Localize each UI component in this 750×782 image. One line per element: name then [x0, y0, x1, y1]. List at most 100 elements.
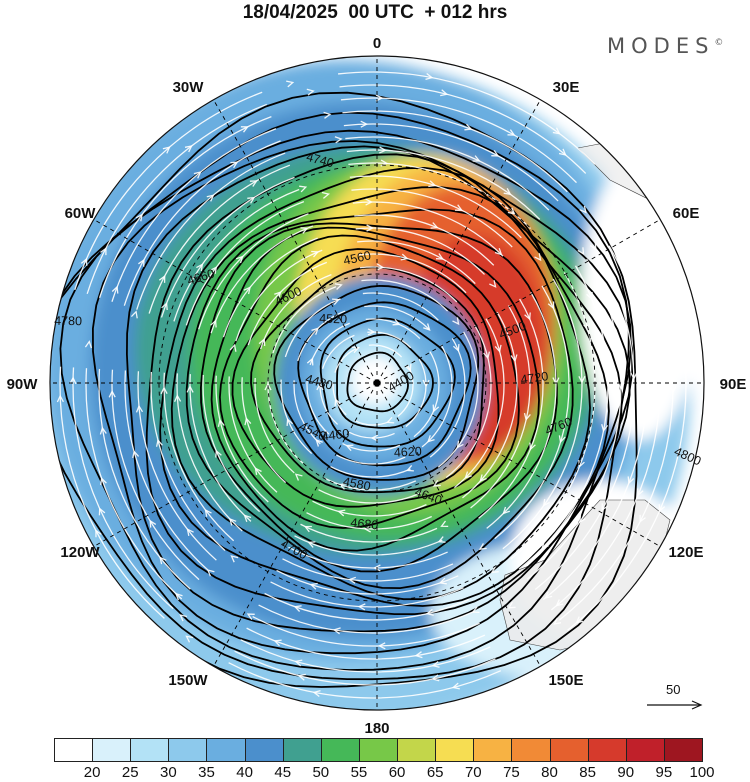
streamline-arrow [636, 488, 644, 497]
height-contour [210, 226, 540, 552]
latitude-circle [158, 164, 596, 602]
colorbar-tick-label: 90 [617, 764, 635, 781]
longitude-label: 30E [553, 79, 580, 96]
streamline-arrow [186, 528, 194, 537]
colorbar-tick-label: 25 [121, 764, 139, 781]
meridian-line [93, 382, 378, 547]
meridian-line [213, 382, 378, 667]
brand-name: MODES [607, 34, 715, 58]
streamline-arrow [379, 146, 387, 154]
streamline-arrow [432, 479, 441, 487]
streamline-arrow [376, 263, 385, 271]
height-contour [125, 145, 631, 633]
streamline-arrow [161, 301, 168, 311]
colorbar-tick-label: 85 [579, 764, 596, 781]
streamline-arrow [630, 372, 638, 381]
streamline-arrow [392, 318, 401, 326]
streamline-arrow [507, 207, 516, 215]
wind-streamlines [56, 71, 690, 699]
colorbar-tick-label: 45 [274, 764, 292, 781]
colorbar-swatch [397, 738, 437, 762]
streamline-arrow [338, 482, 347, 490]
streamline-arrow [132, 449, 140, 459]
streamline-arrow [243, 514, 252, 523]
streamline-arrow [264, 382, 272, 391]
streamline-arrow [332, 298, 341, 306]
colorbar-tick-label: 95 [655, 764, 673, 781]
streamline-arrow [217, 418, 225, 427]
streamline-arrow [452, 344, 460, 353]
brand-logo: MODES© [607, 34, 723, 58]
streamline-arrow [130, 310, 138, 319]
streamline-arrow [502, 506, 511, 515]
streamline-arrow [230, 555, 239, 563]
streamline-arrow [99, 426, 107, 435]
height-contour [297, 301, 472, 467]
streamline-arrow [286, 80, 295, 88]
streamline-arrow [306, 357, 314, 366]
colorbar-swatch [587, 738, 627, 762]
streamline-arrow [179, 614, 188, 622]
streamline-arrow [210, 266, 218, 275]
streamline-arrow [206, 194, 215, 202]
streamline-arrow [244, 417, 252, 426]
longitude-label: 120E [668, 544, 703, 561]
streamline-arrow [431, 674, 440, 682]
streamline [163, 175, 583, 595]
streamline-arrow [452, 317, 460, 326]
streamline-arrow [159, 556, 167, 565]
streamline-arrow [640, 254, 648, 263]
streamline-arrow [430, 222, 439, 229]
streamline-arrow [451, 682, 460, 690]
contour-label: 4460 [321, 426, 350, 443]
map-title: 18/04/2025 00 UTC + 012 hrs [242, 2, 508, 23]
meridian-line [376, 219, 661, 384]
streamline-arrow [95, 529, 102, 538]
streamline-arrow [601, 503, 608, 512]
streamline-arrow [437, 536, 446, 543]
streamline-arrow [111, 285, 119, 294]
streamline-arrow [428, 180, 437, 188]
streamline-arrow [489, 280, 497, 288]
streamline-arrow [294, 473, 303, 481]
streamline-arrow [423, 323, 431, 331]
streamline-arrow [204, 508, 212, 517]
map-boundary [49, 55, 705, 711]
streamline-arrow [682, 367, 690, 376]
meridian-line [376, 382, 661, 547]
streamline-arrow [529, 442, 536, 451]
streamline [124, 136, 622, 634]
streamline-arrow [316, 382, 324, 391]
streamline-arrow [307, 541, 316, 548]
streamline-arrow [357, 603, 366, 611]
streamline-arrow [491, 150, 500, 157]
streamline-arrow [542, 498, 550, 507]
streamline-arrow [367, 328, 376, 336]
streamline-arrow [309, 582, 318, 590]
colorbar-swatch [54, 738, 94, 762]
colorbar-swatch [282, 738, 322, 762]
colorbar-swatch [549, 738, 589, 762]
streamline-arrow [240, 126, 249, 133]
streamline-arrow [206, 569, 215, 577]
streamline-arrow [555, 599, 564, 607]
streamline-arrow [422, 379, 430, 388]
colorbar-tick-label: 70 [464, 764, 482, 781]
streamline-arrow [303, 525, 312, 533]
streamline-arrow [503, 188, 512, 196]
streamline-arrow [185, 635, 194, 643]
streamline-arrow [334, 398, 342, 407]
contour-label: 4580 [342, 475, 372, 494]
streamline-arrow [404, 363, 412, 372]
colorbar-tick-label: 50 [312, 764, 330, 781]
streamline-arrow [544, 591, 553, 599]
streamline-arrow [332, 627, 341, 635]
streamline-arrow [639, 335, 647, 344]
colorbar-swatch [244, 738, 284, 762]
colorbar-tick-label: 60 [388, 764, 406, 781]
streamline-arrow [425, 72, 434, 81]
colorbar-tick-label: 80 [541, 764, 558, 781]
longitude-label: 90W [7, 376, 39, 393]
reference-arrow-head [691, 700, 703, 710]
